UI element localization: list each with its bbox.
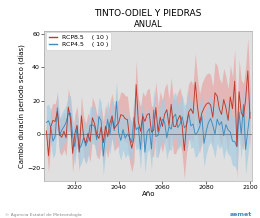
- Text: ANUAL: ANUAL: [134, 20, 162, 29]
- Legend: RCP8.5    ( 10 ), RCP4.5    ( 10 ): RCP8.5 ( 10 ), RCP4.5 ( 10 ): [46, 32, 111, 50]
- Text: TINTO-ODIEL Y PIEDRAS: TINTO-ODIEL Y PIEDRAS: [95, 10, 202, 19]
- Text: aemet: aemet: [230, 212, 252, 217]
- Y-axis label: Cambio duracín periodo seco (días): Cambio duracín periodo seco (días): [18, 44, 25, 168]
- Text: © Agencia Estatal de Meteorología: © Agencia Estatal de Meteorología: [5, 213, 82, 217]
- X-axis label: Año: Año: [141, 191, 155, 198]
